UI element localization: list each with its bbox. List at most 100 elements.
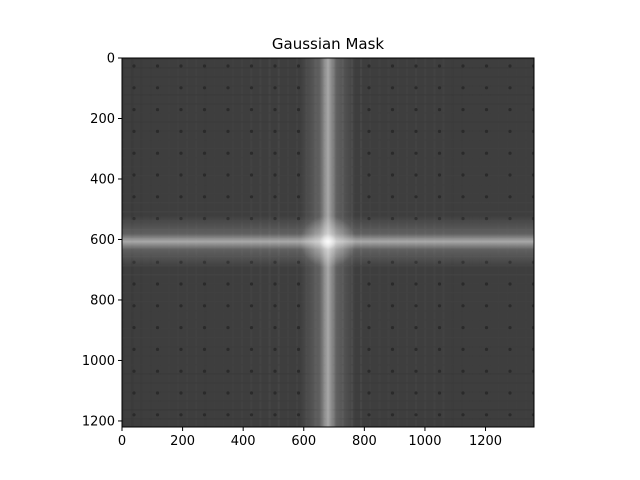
- spectrum-dot: [155, 173, 160, 177]
- x-tick-label: 400: [231, 434, 256, 449]
- spectrum-dot: [414, 86, 418, 90]
- spectrum-dot: [414, 304, 418, 308]
- spectrum-dot: [296, 173, 301, 177]
- spectrum-dot: [484, 391, 489, 395]
- spectrum-dot: [202, 326, 207, 330]
- spectrum-dot: [437, 86, 442, 90]
- spectrum-dot: [414, 173, 418, 177]
- spectrum-dot: [179, 326, 183, 330]
- spectrum-dot: [484, 304, 489, 308]
- spectrum-dot: [390, 151, 395, 155]
- spectrum-dot: [273, 369, 277, 373]
- spectrum-dot: [273, 108, 277, 112]
- spectrum-dot: [531, 347, 534, 351]
- spectrum-dot: [367, 129, 371, 133]
- spectrum-dot: [508, 129, 512, 133]
- spectrum-dot: [461, 195, 465, 199]
- spectrum-dot: [249, 282, 254, 286]
- spectrum-dot: [132, 282, 136, 286]
- spectrum-dot: [226, 282, 230, 286]
- spectrum-dot: [155, 369, 160, 373]
- x-axis: 0 200 400 600 800 1000 1200: [118, 427, 502, 449]
- spectrum-dot: [132, 195, 136, 199]
- spectrum-dot: [508, 108, 512, 112]
- spectrum-dot: [226, 151, 230, 155]
- spectrum-dot: [367, 86, 371, 90]
- spectrum-dot: [437, 304, 442, 308]
- spectrum-dot: [226, 64, 230, 68]
- spectrum-dot: [414, 347, 418, 351]
- spectrum-dot: [484, 347, 489, 351]
- spectrum-dot: [179, 108, 183, 112]
- spectrum-dot: [249, 304, 254, 308]
- spectrum-dot: [249, 108, 254, 112]
- spectrum-dot: [179, 86, 183, 90]
- spectrum-dot: [367, 326, 371, 330]
- spectrum-dot: [155, 391, 160, 395]
- spectrum-dot: [484, 173, 489, 177]
- spectrum-dot: [273, 64, 277, 68]
- spectrum-dot: [155, 86, 160, 90]
- spectrum-dot: [296, 86, 301, 90]
- spectrum-dot: [202, 129, 207, 133]
- spectrum-dot: [390, 347, 395, 351]
- spectrum-dot: [437, 195, 442, 199]
- spectrum-dot: [484, 108, 489, 112]
- spectrum-dot: [296, 391, 301, 395]
- spectrum-dot: [132, 391, 136, 395]
- spectrum-dot: [531, 86, 534, 90]
- spectrum-dot: [508, 413, 512, 417]
- x-tick-label: 1200: [469, 434, 502, 449]
- spectrum-dot: [390, 369, 395, 373]
- spectrum-dot: [437, 282, 442, 286]
- spectrum-dot: [132, 304, 136, 308]
- spectrum-dot: [390, 64, 395, 68]
- spectrum-dot: [508, 195, 512, 199]
- spectrum-dot: [461, 282, 465, 286]
- spectrum-dot: [249, 326, 254, 330]
- spectrum-dot: [226, 173, 230, 177]
- spectrum-dot: [155, 108, 160, 112]
- spectrum-dot: [226, 347, 230, 351]
- spectrum-dot: [249, 195, 254, 199]
- spectrum-dot: [390, 173, 395, 177]
- spectrum-dot: [226, 413, 230, 417]
- spectrum-dot: [155, 195, 160, 199]
- spectrum-dot: [296, 64, 301, 68]
- spectrum-dot: [437, 326, 442, 330]
- spectrum-dot: [461, 129, 465, 133]
- spectrum-dot: [531, 64, 534, 68]
- spectrum-dot: [273, 86, 277, 90]
- spectrum-dot: [202, 369, 207, 373]
- y-tick-label: 200: [90, 112, 115, 127]
- y-axis: 0 200 400 600 800 1000 1200: [82, 52, 122, 429]
- spectrum-dot: [202, 413, 207, 417]
- spectrum-dot: [273, 129, 277, 133]
- spectrum-dot: [273, 282, 277, 286]
- y-tick-label: 1000: [82, 354, 115, 369]
- spectrum-dot: [226, 304, 230, 308]
- spectrum-dot: [508, 304, 512, 308]
- spectrum-dot: [531, 391, 534, 395]
- spectrum-dot: [437, 151, 442, 155]
- spectrum-dot: [226, 129, 230, 133]
- spectrum-dot: [296, 195, 301, 199]
- spectrum-dot: [226, 391, 230, 395]
- spectrum-dot: [414, 326, 418, 330]
- spectrum-dot: [508, 326, 512, 330]
- spectrum-dot: [531, 304, 534, 308]
- plot-area: [122, 58, 534, 427]
- spectrum-dot: [414, 64, 418, 68]
- spectrum-dot: [461, 369, 465, 373]
- spectrum-dot: [179, 64, 183, 68]
- x-tick-label: 800: [352, 434, 377, 449]
- y-tick-label: 600: [90, 233, 115, 248]
- spectrum-dot: [296, 326, 301, 330]
- x-tick-label: 600: [291, 434, 316, 449]
- spectrum-dot: [484, 326, 489, 330]
- spectrum-dot: [531, 108, 534, 112]
- spectrum-dot: [461, 173, 465, 177]
- spectrum-dot: [179, 173, 183, 177]
- spectrum-dot: [179, 304, 183, 308]
- spectrum-dot: [202, 391, 207, 395]
